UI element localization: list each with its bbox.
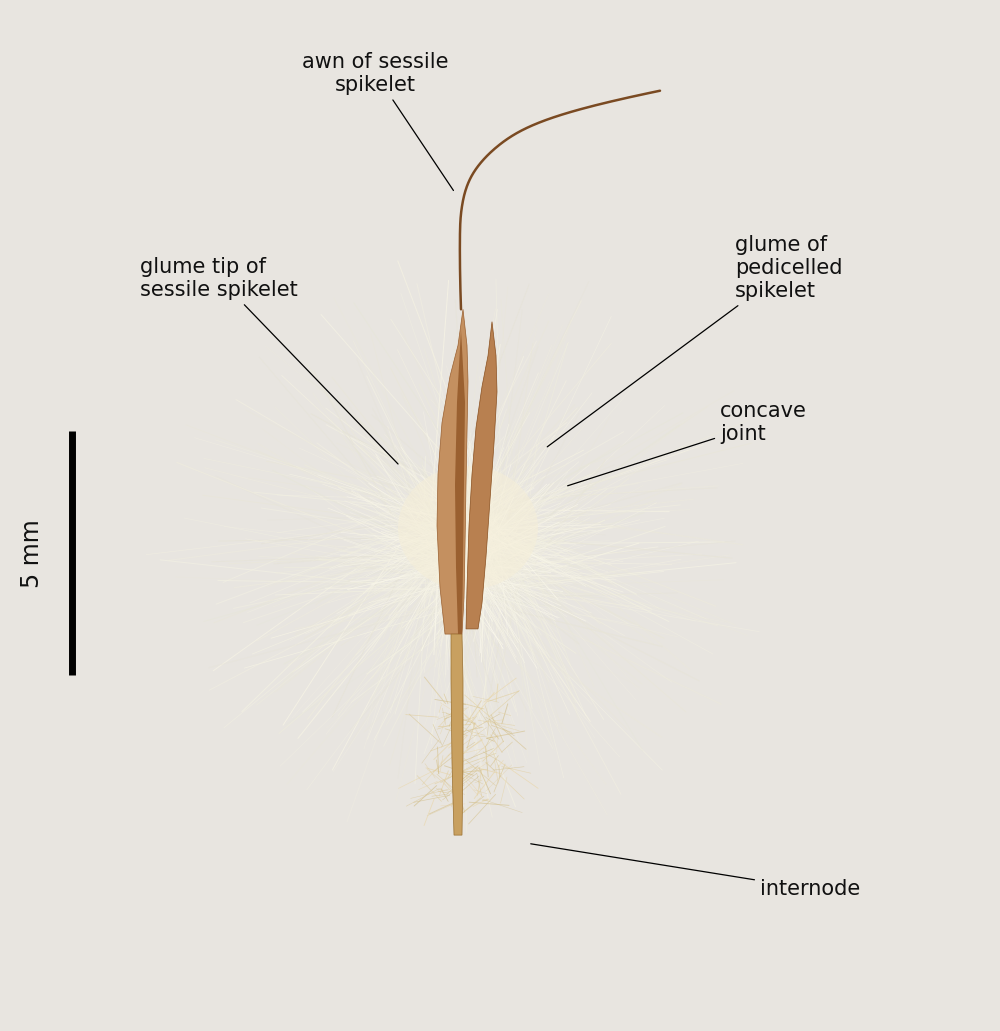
Polygon shape xyxy=(451,634,463,835)
Ellipse shape xyxy=(398,466,538,590)
Polygon shape xyxy=(437,309,468,634)
Text: internode: internode xyxy=(531,843,860,899)
Polygon shape xyxy=(455,330,465,634)
Text: 5 mm: 5 mm xyxy=(20,520,44,588)
Text: concave
joint: concave joint xyxy=(568,401,807,486)
Text: awn of sessile
spikelet: awn of sessile spikelet xyxy=(302,52,453,191)
Text: glume of
pedicelled
spikelet: glume of pedicelled spikelet xyxy=(547,235,842,446)
Polygon shape xyxy=(466,322,497,629)
Text: glume tip of
sessile spikelet: glume tip of sessile spikelet xyxy=(140,257,398,464)
